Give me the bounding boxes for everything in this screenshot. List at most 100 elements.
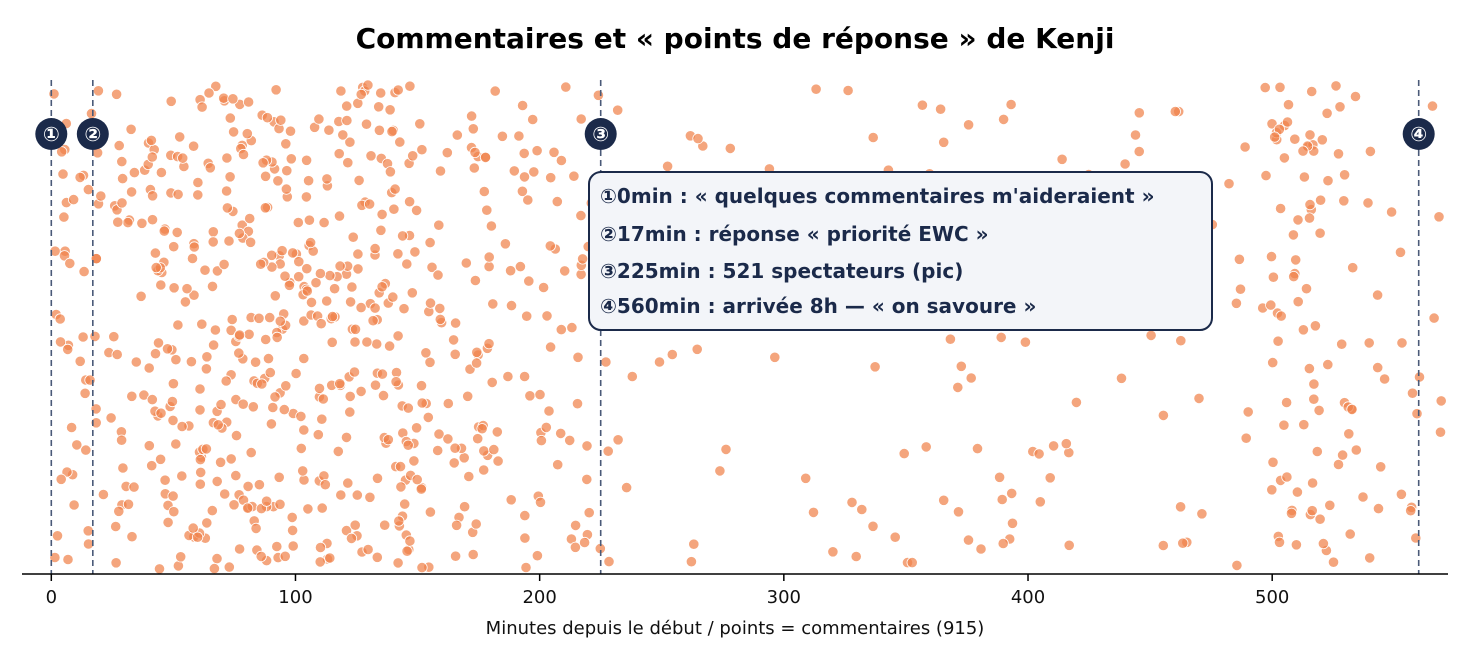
comment-point	[177, 152, 189, 164]
comment-point	[369, 243, 381, 255]
comment-point	[122, 217, 134, 229]
comment-point	[224, 171, 236, 183]
comment-point	[1330, 80, 1342, 92]
comment-point	[471, 346, 483, 358]
comment-point	[535, 434, 548, 447]
comment-point	[1321, 107, 1333, 119]
comment-point	[965, 372, 977, 384]
comment-point	[499, 238, 511, 250]
comment-point	[1269, 131, 1281, 143]
comment-point	[920, 441, 932, 453]
comment-point	[241, 128, 253, 140]
comment-point	[146, 393, 158, 406]
comment-point	[49, 245, 61, 257]
comment-point	[592, 89, 605, 101]
comment-point	[1334, 101, 1346, 113]
comment-point	[260, 333, 272, 346]
comment-point	[110, 520, 122, 533]
comment-point	[1005, 98, 1017, 111]
comment-point	[1344, 528, 1356, 540]
comment-point	[146, 151, 158, 163]
comment-point	[155, 453, 167, 465]
comment-point	[1133, 145, 1145, 158]
comment-point	[226, 313, 238, 326]
comment-point	[402, 402, 414, 414]
comment-point	[519, 532, 531, 544]
comment-point	[442, 433, 454, 445]
comment-point	[125, 123, 137, 135]
comment-point	[442, 397, 454, 410]
comment-point	[316, 413, 328, 425]
comment-point	[1298, 171, 1311, 183]
comment-point	[934, 103, 947, 115]
comment-point	[416, 144, 428, 156]
comment-point	[136, 217, 148, 229]
comment-point	[208, 562, 220, 575]
comment-point	[1275, 202, 1287, 215]
comment-point	[531, 550, 544, 562]
comment-point	[324, 269, 336, 282]
comment-point	[404, 80, 416, 92]
comment-point	[1332, 458, 1345, 471]
comment-point	[867, 131, 879, 144]
comment-point	[221, 202, 233, 214]
comment-point	[404, 535, 416, 547]
marker-badge-4	[1402, 118, 1435, 150]
comment-point	[312, 429, 324, 441]
comment-point	[527, 113, 539, 126]
comment-point	[392, 557, 404, 569]
comment-point	[1287, 229, 1300, 241]
comment-point	[1313, 404, 1325, 416]
x-tick-label: 0	[46, 587, 57, 608]
comment-point	[416, 561, 428, 574]
comment-point	[49, 551, 61, 564]
comment-point	[313, 113, 325, 125]
comment-point	[260, 495, 273, 507]
comment-point	[1304, 199, 1316, 211]
comment-point	[1169, 105, 1181, 118]
comment-point	[95, 190, 107, 202]
comment-point	[472, 433, 484, 445]
marker-label-2: ②	[84, 122, 101, 146]
comment-point	[531, 145, 543, 157]
comment-point	[469, 274, 481, 287]
comment-point	[394, 460, 407, 473]
marker-label-3: ③	[592, 122, 609, 146]
comment-point	[255, 258, 267, 270]
comment-point	[1274, 81, 1286, 93]
comment-point	[377, 389, 390, 402]
comment-point	[149, 247, 161, 259]
comment-point	[219, 488, 231, 500]
comment-point	[691, 343, 703, 355]
comment-point	[1322, 358, 1334, 371]
comment-point	[259, 170, 272, 182]
comment-point	[541, 310, 553, 322]
comment-point	[365, 150, 377, 162]
comment-point	[176, 420, 188, 433]
comment-point	[355, 88, 367, 101]
comment-point	[344, 136, 356, 148]
comment-point	[126, 531, 138, 543]
comment-point	[382, 434, 394, 446]
comment-point	[247, 401, 259, 413]
comment-point	[1285, 507, 1298, 519]
comment-point	[434, 313, 446, 325]
comment-point	[207, 236, 219, 248]
comment-point	[275, 114, 287, 126]
comment-point	[534, 496, 547, 508]
comment-point	[1357, 491, 1369, 503]
comment-point	[264, 311, 276, 324]
comment-point	[348, 366, 361, 378]
comment-point	[58, 250, 71, 262]
comment-point	[175, 551, 187, 563]
comment-point	[1133, 107, 1145, 119]
comment-point	[351, 489, 363, 501]
comment-point	[158, 225, 170, 237]
comment-point	[975, 543, 987, 555]
comment-point	[1315, 194, 1327, 206]
comment-point	[155, 166, 167, 179]
comment-point	[78, 265, 90, 278]
comment-point	[143, 440, 155, 452]
comment-point	[317, 393, 329, 405]
comment-point	[424, 506, 436, 518]
